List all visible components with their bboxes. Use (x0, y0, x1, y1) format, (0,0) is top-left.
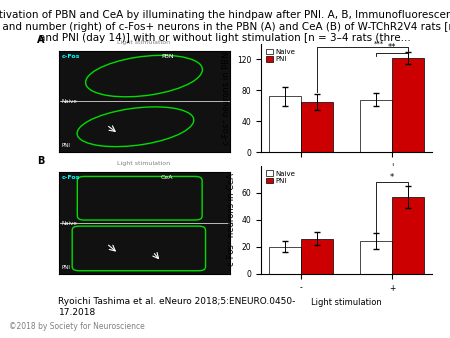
Y-axis label: c-Fos⁺ neurons in CeA: c-Fos⁺ neurons in CeA (227, 173, 236, 266)
Bar (301, 239, 333, 274)
Y-axis label: c-Fos⁺ neurons in PBN: c-Fos⁺ neurons in PBN (222, 51, 231, 145)
Text: Light stimulation: Light stimulation (117, 40, 171, 45)
Legend: Naive, PNI: Naive, PNI (265, 169, 296, 186)
X-axis label: Light stimulation: Light stimulation (311, 298, 382, 307)
Text: B: B (37, 156, 45, 166)
Bar (360, 241, 392, 274)
Bar (269, 96, 301, 152)
Bar (392, 197, 424, 274)
Text: **: ** (388, 44, 396, 52)
Bar (392, 58, 424, 152)
Text: c-Fos: c-Fos (62, 54, 80, 59)
Bar (360, 100, 392, 152)
Text: Light stimulation: Light stimulation (117, 161, 171, 166)
Bar (301, 102, 333, 152)
Text: Activation of PBN and CeA by illuminating the hindpaw after PNI. A, B, Immunoflu: Activation of PBN and CeA by illuminatin… (0, 10, 450, 43)
X-axis label: Light stimulation: Light stimulation (311, 176, 382, 185)
Legend: Naive, PNI: Naive, PNI (265, 47, 296, 64)
Text: PBN: PBN (161, 54, 174, 59)
Text: A: A (37, 34, 45, 45)
Text: ©2018 by Society for Neuroscience: ©2018 by Society for Neuroscience (9, 322, 145, 331)
Text: *: * (390, 173, 394, 182)
Text: Ryoichi Tashima et al. eNeuro 2018;5:ENEURO.0450-
17.2018: Ryoichi Tashima et al. eNeuro 2018;5:ENE… (58, 297, 296, 317)
Text: c-Fos: c-Fos (62, 175, 80, 180)
Text: PNI: PNI (62, 265, 71, 270)
Text: PNI: PNI (62, 143, 71, 148)
Text: CeA: CeA (161, 175, 174, 180)
Bar (269, 247, 301, 274)
Text: ***: *** (374, 41, 383, 47)
Text: Naive: Naive (62, 99, 78, 104)
Text: Naive: Naive (62, 221, 78, 226)
